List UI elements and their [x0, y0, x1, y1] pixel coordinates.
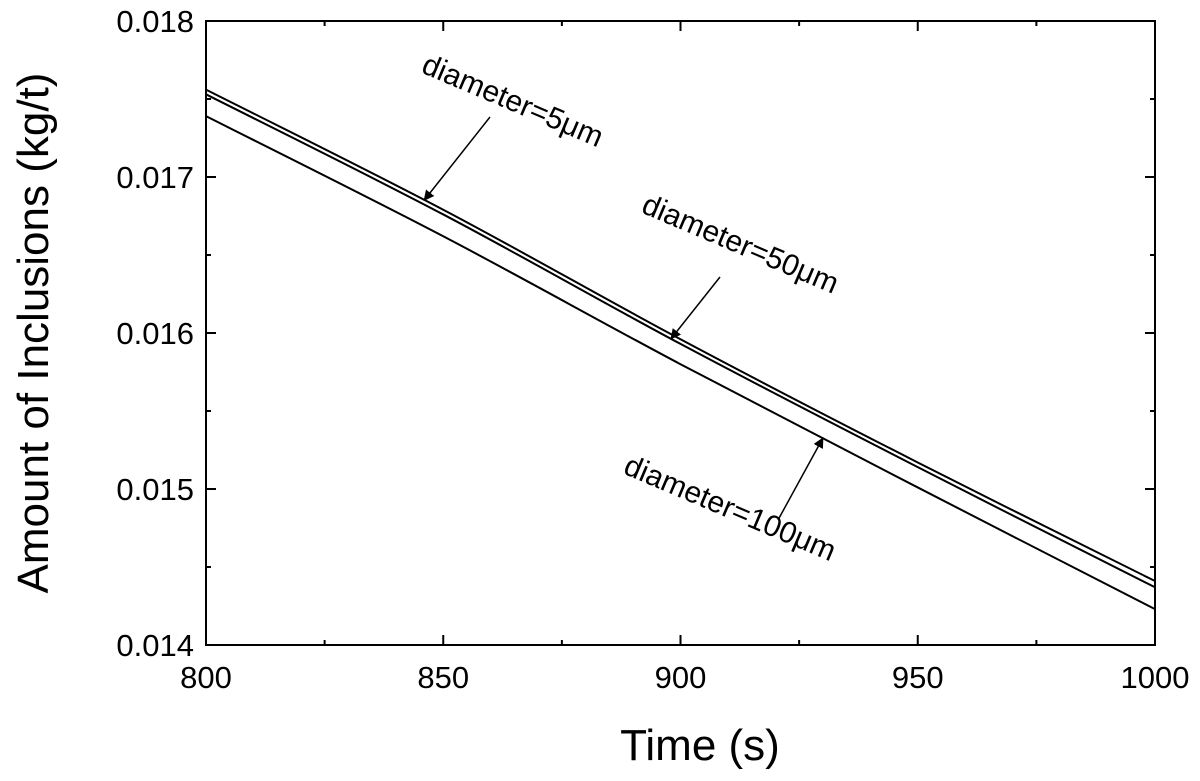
y-tick-label: 0.014 [116, 628, 194, 663]
series-line-100um [205, 115, 1156, 611]
x-tick-label: 850 [417, 660, 469, 695]
x-tick-label: 800 [180, 660, 232, 695]
x-axis: 800 850 900 950 1000 [180, 21, 1189, 695]
x-tick-label: 900 [655, 660, 707, 695]
y-tick-label: 0.018 [116, 4, 194, 39]
annotation-arrow [777, 437, 824, 521]
plot-frame [205, 20, 1156, 646]
y-tick-label: 0.016 [116, 316, 194, 351]
series-line-50um [205, 93, 1156, 589]
x-tick-label: 950 [892, 660, 944, 695]
y-tick-label: 0.017 [116, 160, 194, 195]
y-tick-label: 0.015 [116, 472, 194, 507]
x-axis-title: Time (s) [620, 721, 780, 770]
series-layer [205, 88, 1156, 611]
annotation-arrow [670, 276, 721, 340]
y-axis-title: Amount of Inclusions (kg/t) [9, 73, 58, 594]
y-axis: 0.014 0.015 0.016 0.017 0.018 [116, 4, 1155, 663]
x-tick-label: 1000 [1121, 660, 1190, 695]
annotation-50um: diameter=50μm [637, 188, 843, 300]
annotation-arrow [423, 116, 491, 201]
annotation-5um: diameter=5μm [417, 48, 608, 154]
series-line-5um [205, 88, 1156, 582]
